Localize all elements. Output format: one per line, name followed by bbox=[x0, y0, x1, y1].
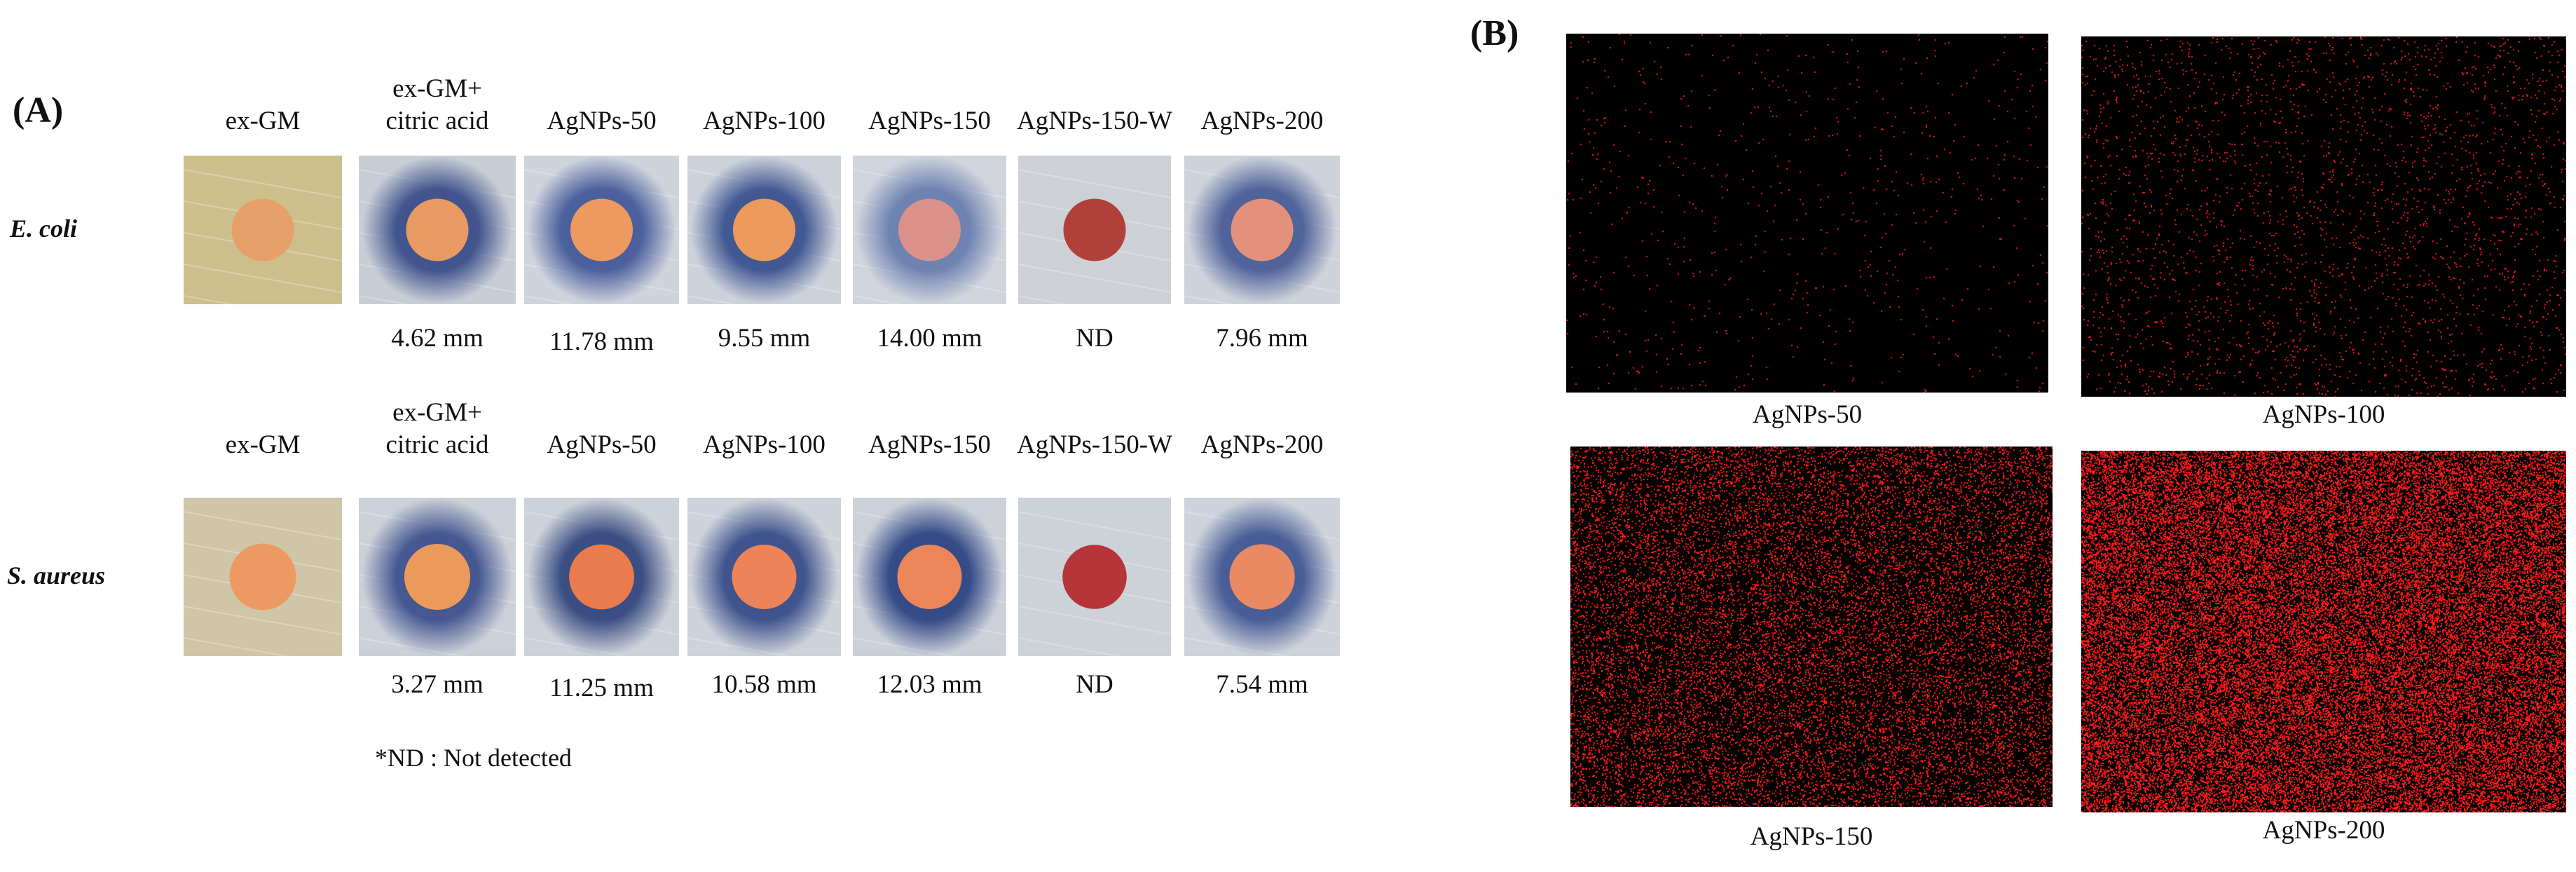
petri-dish-photo bbox=[853, 498, 1006, 656]
column-label: ex-GM bbox=[225, 107, 301, 135]
petri-dish-photo bbox=[184, 156, 342, 304]
edx-silver-map bbox=[2081, 451, 2566, 812]
zone-measurement: ND bbox=[1076, 670, 1114, 699]
sample-disk bbox=[1229, 544, 1295, 610]
petri-dish-photo bbox=[853, 156, 1006, 304]
edx-map-label: AgNPs-200 bbox=[2262, 816, 2385, 845]
sample-disk bbox=[732, 545, 797, 609]
petri-dish-photo bbox=[1018, 498, 1171, 656]
column-label: AgNPs-150 bbox=[868, 107, 991, 135]
petri-dish-photo bbox=[524, 156, 679, 304]
footnote: *ND : Not detected bbox=[375, 744, 572, 772]
column-label: AgNPs-150 bbox=[868, 430, 991, 459]
zone-measurement: 11.25 mm bbox=[549, 674, 654, 702]
column-label: ex-GM bbox=[225, 430, 301, 459]
sample-disk bbox=[1231, 198, 1294, 261]
zone-measurement: 11.78 mm bbox=[549, 327, 654, 356]
column-label: AgNPs-150-W bbox=[1017, 430, 1172, 459]
edx-map-label: AgNPs-150 bbox=[1750, 822, 1873, 851]
petri-dish-photo bbox=[1184, 498, 1340, 656]
edx-map-label: AgNPs-100 bbox=[2262, 400, 2385, 429]
sample-disk bbox=[404, 543, 471, 611]
sample-disk bbox=[406, 198, 469, 261]
column-label: AgNPs-100 bbox=[703, 107, 825, 135]
sample-disk bbox=[569, 544, 634, 610]
row-label-ecoli: E. coli bbox=[10, 214, 77, 243]
petri-dish-photo bbox=[1184, 156, 1340, 304]
sample-disk bbox=[898, 198, 961, 261]
petri-dish-photo bbox=[687, 156, 841, 304]
zone-measurement: 9.55 mm bbox=[718, 324, 811, 353]
petri-dish-photo bbox=[1018, 156, 1171, 304]
sample-disk bbox=[1062, 545, 1127, 609]
column-label: AgNPs-100 bbox=[703, 430, 825, 459]
sample-disk bbox=[1063, 198, 1126, 261]
zone-measurement: 4.62 mm bbox=[391, 324, 484, 353]
zone-measurement: 10.58 mm bbox=[711, 670, 817, 699]
zone-measurement: 7.54 mm bbox=[1216, 670, 1308, 699]
petri-dish-photo bbox=[359, 156, 516, 304]
zone-measurement: 3.27 mm bbox=[391, 670, 484, 699]
sample-disk bbox=[229, 543, 296, 611]
row-label-saureus: S. aureus bbox=[7, 561, 106, 590]
zone-measurement: 12.03 mm bbox=[877, 670, 982, 699]
column-label: AgNPs-50 bbox=[547, 430, 657, 459]
sample-disk bbox=[570, 198, 633, 261]
petri-dish-photo bbox=[687, 498, 841, 656]
column-label: AgNPs-200 bbox=[1200, 430, 1324, 459]
column-label: ex-GM+ citric acid bbox=[385, 74, 489, 135]
column-label: AgNPs-50 bbox=[547, 107, 657, 135]
sample-disk bbox=[897, 545, 962, 609]
sample-disk bbox=[732, 198, 796, 261]
panel-a-label: (A) bbox=[13, 90, 64, 130]
edx-map-label: AgNPs-50 bbox=[1752, 400, 1863, 429]
zone-measurement: 7.96 mm bbox=[1216, 324, 1308, 353]
panel-b-label: (B) bbox=[1470, 13, 1519, 53]
sample-disk bbox=[231, 198, 294, 261]
petri-dish-photo bbox=[524, 498, 679, 656]
edx-silver-map bbox=[2081, 36, 2566, 397]
zone-measurement: ND bbox=[1076, 324, 1114, 353]
column-label: AgNPs-150-W bbox=[1017, 107, 1172, 135]
edx-silver-map bbox=[1570, 447, 2053, 807]
petri-dish-photo bbox=[359, 498, 516, 656]
column-label: AgNPs-200 bbox=[1200, 107, 1324, 135]
petri-dish-photo bbox=[184, 498, 342, 656]
edx-silver-map bbox=[1566, 34, 2048, 393]
column-label: ex-GM+ citric acid bbox=[385, 398, 489, 459]
zone-measurement: 14.00 mm bbox=[877, 324, 982, 353]
